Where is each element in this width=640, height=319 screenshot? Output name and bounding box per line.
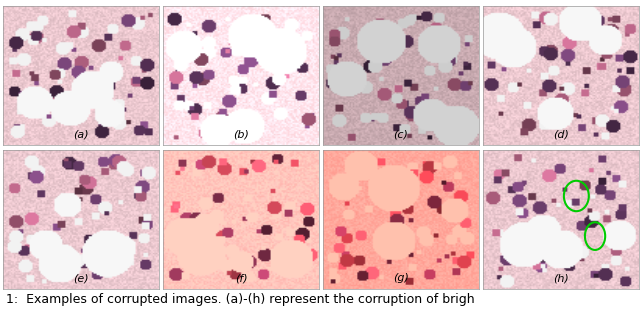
Text: (h): (h) (553, 273, 568, 283)
Text: (c): (c) (394, 129, 408, 139)
Text: (g): (g) (393, 273, 409, 283)
Text: (b): (b) (233, 129, 249, 139)
Text: (a): (a) (74, 129, 89, 139)
Text: (e): (e) (74, 273, 89, 283)
Text: (f): (f) (235, 273, 247, 283)
Text: (d): (d) (553, 129, 569, 139)
Text: 1:  Examples of corrupted images. (a)-(h) represent the corruption of brigh: 1: Examples of corrupted images. (a)-(h)… (6, 293, 475, 306)
